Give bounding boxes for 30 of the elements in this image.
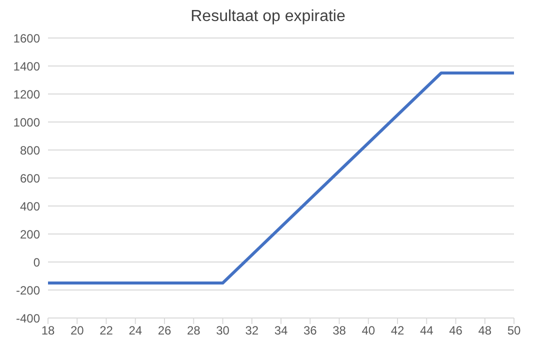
x-tick-label: 42 [390,324,404,338]
y-tick-label: 1200 [13,87,40,102]
y-tick-label: 800 [20,143,40,158]
y-tick-label: 1400 [13,59,40,74]
x-tick-label: 38 [332,324,346,338]
x-tick-label: 20 [70,324,84,338]
y-tick-label: 200 [20,227,40,242]
x-tick-label: 26 [158,324,172,338]
x-tick-label: 30 [216,324,230,338]
y-tick-label: -400 [16,311,40,326]
x-tick-label: 18 [41,324,55,338]
y-tick-label: 600 [20,171,40,186]
x-tick-label: 44 [420,324,434,338]
x-tick-label: 50 [507,324,521,338]
x-tick-label: 36 [303,324,318,338]
x-tick-label: 46 [449,324,463,338]
x-tick-label: 40 [362,324,376,338]
x-tick-label: 34 [274,324,288,338]
x-tick-label: 24 [128,324,142,338]
x-tick-label: 32 [245,324,259,338]
y-tick-label: 1600 [13,31,40,46]
x-tick-label: 48 [478,324,492,338]
y-tick-label: 0 [33,255,40,270]
line-series [48,72,514,284]
y-tick-label: -200 [16,283,40,298]
chart-title: Resultaat op expiratie [190,8,346,27]
y-tick-label: 400 [20,199,40,214]
x-tick-label: 22 [100,324,114,338]
x-tick-label: 28 [186,324,201,338]
y-tick-label: 1000 [13,115,40,130]
